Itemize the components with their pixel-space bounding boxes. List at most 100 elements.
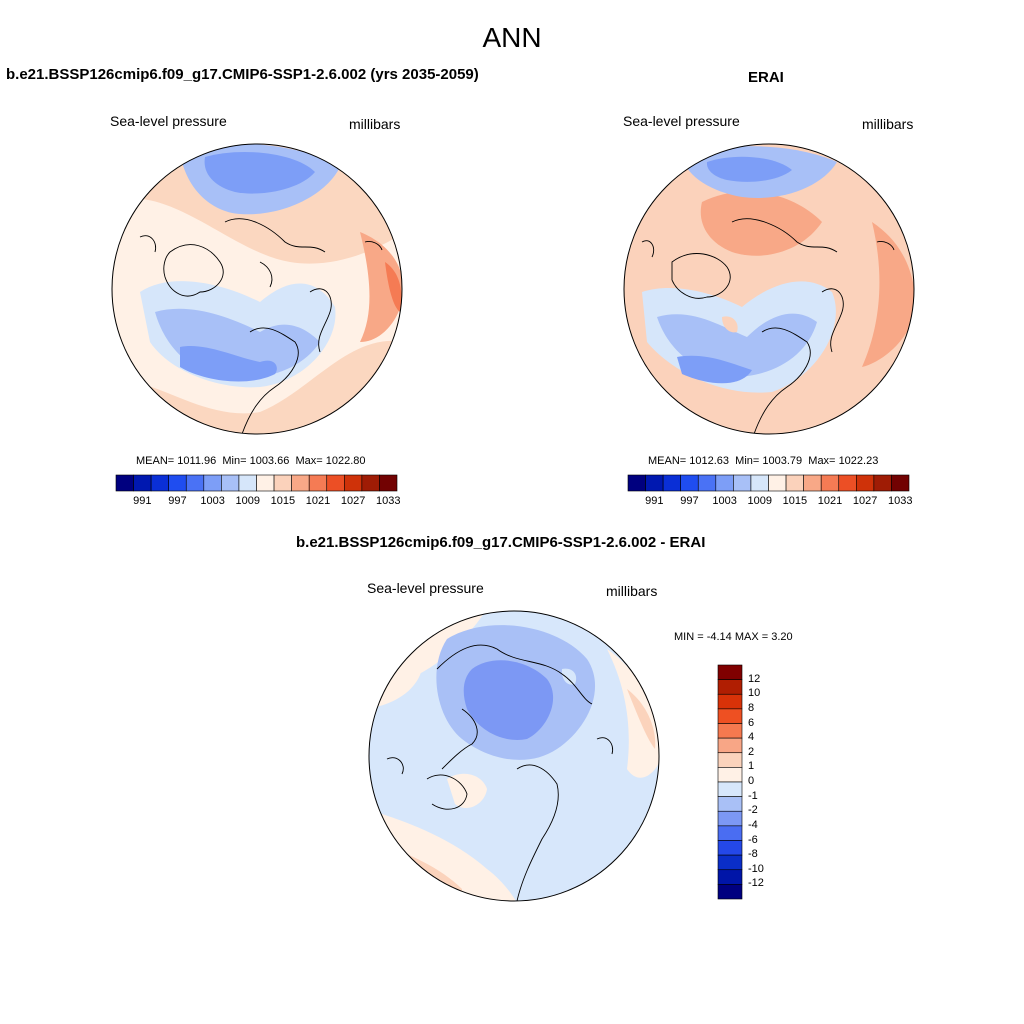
colorbar-box — [717, 810, 743, 827]
colorbar-box — [717, 693, 743, 710]
colorbar-box — [717, 664, 743, 680]
colorbar-tick-label: 1015 — [270, 495, 296, 507]
colorbar-box — [697, 474, 717, 492]
map-diff — [368, 610, 660, 902]
colorbar-box — [717, 708, 743, 724]
min-value: -4.14 — [706, 631, 732, 643]
colorbar-box — [168, 474, 187, 492]
colorbar-tick-label: 6 — [748, 716, 755, 729]
units-label-model: millibars — [349, 116, 401, 132]
colorbar-tick-label: -12 — [748, 877, 764, 890]
panel-title-model: b.e21.BSSP126cmip6.f09_g17.CMIP6-SSP1-2.… — [6, 66, 479, 83]
units-label-obs: millibars — [862, 116, 914, 132]
colorbar-tick-label: 1009 — [747, 495, 772, 507]
colorbar-tick-label: 1033 — [375, 495, 401, 507]
colorbar-box — [803, 474, 822, 492]
colorbar-box — [256, 474, 275, 492]
min-value: 1003.66 — [249, 455, 290, 467]
colorbar-box — [717, 737, 743, 754]
max-label: Max= — [808, 455, 836, 467]
map-model — [111, 143, 403, 435]
colorbar-box — [221, 474, 240, 492]
units-label-diff: millibars — [606, 583, 658, 599]
colorbar-box — [361, 474, 380, 492]
figure-title: ANN — [482, 22, 542, 53]
stats-model: MEAN= 1011.96 Min= 1003.66 Max= 1022.80 — [136, 455, 366, 467]
colorbar-tick-label: 991 — [133, 495, 152, 507]
colorbar-box — [273, 474, 292, 492]
colorbar-box — [645, 474, 664, 492]
colorbar-obs — [627, 474, 910, 492]
colorbar-tick-label: 1003 — [200, 495, 225, 507]
colorbar-box — [203, 474, 222, 492]
max-label: Max= — [295, 455, 323, 467]
colorbar-tick-label: -2 — [748, 804, 758, 817]
colorbar-box — [680, 474, 699, 492]
colorbar-tick-label: -6 — [748, 833, 758, 846]
max-value: 3.20 — [771, 631, 793, 643]
colorbar-box — [291, 474, 310, 492]
colorbar-box — [717, 767, 743, 783]
colorbar-tick-label: 997 — [168, 495, 187, 507]
colorbar-tick-label: 10 — [748, 687, 761, 700]
colorbar-box — [717, 854, 743, 871]
colorbar-box — [715, 474, 734, 492]
max-label: MAX = — [734, 631, 769, 643]
colorbar-tick-label: 2 — [748, 745, 755, 758]
colorbar-tick-label: 1021 — [817, 495, 843, 507]
colorbar-box — [873, 474, 892, 492]
colorbar-box — [717, 825, 743, 841]
stats-obs: MEAN= 1012.63 Min= 1003.79 Max= 1022.23 — [648, 455, 878, 467]
colorbar-labels-obs: 991 997 1003 1009 1015 1021 1027 1033 — [628, 495, 912, 509]
colorbar-box — [768, 474, 787, 492]
colorbar-box — [150, 474, 169, 492]
variable-label-diff: Sea-level pressure — [367, 580, 484, 596]
colorbar-box — [717, 840, 743, 856]
panel-title-diff: b.e21.BSSP126cmip6.f09_g17.CMIP6-SSP1-2.… — [296, 534, 706, 551]
colorbar-tick-label: 991 — [645, 495, 664, 507]
colorbar-box — [838, 474, 857, 492]
colorbar-tick-label: 12 — [748, 672, 761, 685]
colorbar-tick-label: 8 — [748, 701, 755, 714]
colorbar-tick-label: 1009 — [235, 495, 260, 507]
mean-value: 1012.63 — [689, 455, 730, 467]
colorbar-box — [238, 474, 257, 492]
colorbar-box — [379, 474, 398, 492]
colorbar-tick-label: 1027 — [852, 495, 878, 507]
colorbar-box — [717, 723, 743, 739]
min-label: Min= — [735, 455, 760, 467]
colorbar-box — [856, 474, 875, 492]
colorbar-tick-label: 1033 — [887, 495, 913, 507]
colorbar-tick-label: 1015 — [782, 495, 808, 507]
colorbar-box — [750, 474, 769, 492]
colorbar-tick-label: -10 — [748, 862, 764, 875]
colorbar-tick-label: 1 — [748, 760, 755, 773]
max-value: 1022.23 — [838, 455, 879, 467]
mean-label: MEAN= — [136, 455, 175, 467]
colorbar-box — [133, 474, 152, 492]
mean-value: 1011.96 — [177, 455, 217, 467]
colorbar-box — [785, 474, 804, 492]
panel-title-obs: ERAI — [748, 69, 784, 86]
colorbar-tick-label: -4 — [748, 818, 758, 831]
mean-label: MEAN= — [648, 455, 687, 467]
colorbar-box — [717, 796, 743, 812]
colorbar-box — [326, 474, 345, 492]
min-label: MIN = — [674, 631, 704, 643]
colorbar-labels-diff: 12 10 8 6 4 2 1 0 -1 -2 -4 -6 -8 -10 -12 — [748, 665, 788, 899]
colorbar-tick-label: -1 — [748, 789, 758, 802]
colorbar-box — [820, 474, 840, 492]
colorbar-box — [733, 474, 752, 492]
min-label: Min= — [222, 455, 247, 467]
colorbar-diff — [717, 664, 743, 900]
max-value: 1022.80 — [325, 455, 366, 467]
colorbar-box — [717, 869, 743, 885]
colorbar-tick-label: 1027 — [340, 495, 366, 507]
colorbar-tick-label: 1003 — [712, 495, 737, 507]
colorbar-tick-label: 1021 — [305, 495, 331, 507]
colorbar-box — [308, 474, 328, 492]
colorbar-labels-model: 991 997 1003 1009 1015 1021 1027 1033 — [116, 495, 400, 509]
colorbar-tick-label: 997 — [680, 495, 699, 507]
colorbar-model — [115, 474, 398, 492]
colorbar-tick-label: 0 — [748, 775, 755, 787]
